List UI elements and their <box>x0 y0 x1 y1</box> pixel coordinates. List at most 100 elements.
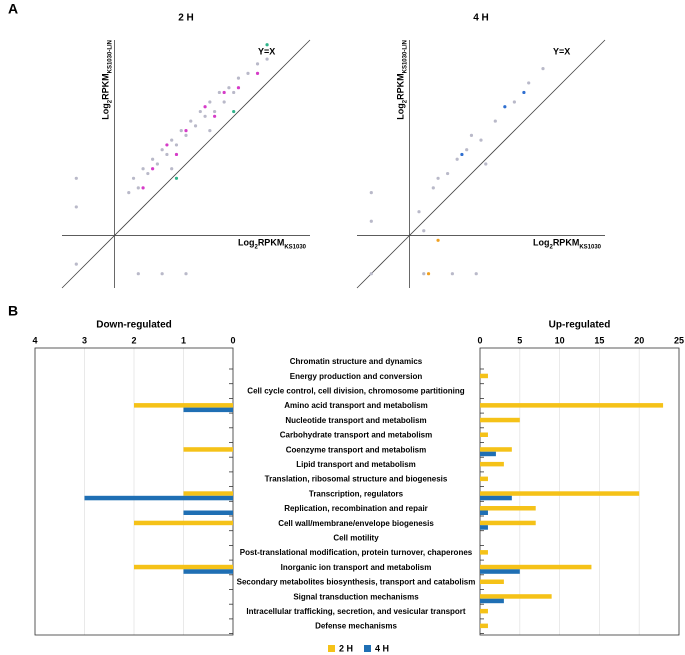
axis-label-part: Log <box>238 238 255 248</box>
point <box>174 152 179 157</box>
point <box>208 129 212 133</box>
category-label: Chromatin structure and dynamics <box>290 357 423 366</box>
x-tick-label: 0 <box>477 335 482 345</box>
bar <box>480 520 536 526</box>
point <box>222 100 226 104</box>
point <box>455 157 459 161</box>
bar <box>84 495 233 501</box>
point <box>213 109 217 114</box>
point <box>184 129 188 133</box>
bar <box>480 564 592 570</box>
category-label: Energy production and conversion <box>290 372 423 381</box>
point <box>426 272 431 276</box>
chart-title: 2 H <box>178 13 194 24</box>
category-label: Signal transduction mechanisms <box>293 592 419 601</box>
point <box>198 109 202 114</box>
axis-label-part: KS1030 <box>284 244 306 250</box>
bar <box>134 520 233 526</box>
bar <box>480 476 488 482</box>
category-label: Carbohydrate transport and metabolism <box>280 431 432 440</box>
category-label: Coenzyme transport and metabolism <box>286 445 426 454</box>
axis-label-part: Log <box>533 238 550 248</box>
point <box>265 57 269 61</box>
point <box>74 262 78 266</box>
bar <box>134 564 233 570</box>
category-label: Cell cycle control, cell division, chrom… <box>247 387 464 396</box>
point <box>469 133 474 137</box>
bar <box>480 447 512 452</box>
point <box>436 238 440 242</box>
point <box>74 205 78 209</box>
point <box>422 229 426 233</box>
legend-swatch <box>364 645 371 652</box>
point <box>189 119 193 123</box>
category-label: Post-translational modification, protein… <box>240 548 473 557</box>
point <box>151 167 155 171</box>
bar <box>480 598 504 604</box>
bar <box>480 569 520 574</box>
axis-label-part: RPKM <box>101 73 111 100</box>
point <box>151 157 155 161</box>
x-tick-label: 0 <box>230 335 235 345</box>
point <box>527 81 531 85</box>
legend-swatch <box>328 645 335 652</box>
category-label: Intracellular trafficking, secretion, an… <box>246 607 466 616</box>
point <box>479 138 483 142</box>
category-label: Cell wall/membrane/envelope biogenesis <box>278 519 434 528</box>
x-tick-label: 20 <box>634 335 644 345</box>
axis-label-part: Log <box>396 103 406 120</box>
point <box>146 171 150 176</box>
point <box>369 219 373 223</box>
axis-label-part: KS1030-LIN <box>107 40 113 73</box>
x-tick-label: 2 <box>131 335 136 345</box>
point <box>193 124 198 128</box>
point <box>436 176 440 180</box>
category-label: Translation, ribosomal structure and bio… <box>265 475 448 484</box>
axis-label-part: RPKM <box>396 73 406 100</box>
category-label: Amino acid transport and metabolism <box>284 401 428 410</box>
point <box>522 90 526 95</box>
panel-title: Up-regulated <box>549 320 611 331</box>
point <box>170 138 174 142</box>
x-tick-label: 5 <box>517 335 522 345</box>
point <box>255 71 260 75</box>
axis-label: Log2RPKMKS1030-LIN <box>396 40 408 120</box>
point <box>208 100 212 104</box>
point <box>431 186 435 190</box>
point <box>512 100 516 104</box>
axis-label-part: KS1030 <box>579 244 601 250</box>
point <box>417 210 421 214</box>
category-label: Defense mechanisms <box>315 622 397 631</box>
point <box>155 162 159 166</box>
point <box>369 191 373 195</box>
point <box>179 129 183 133</box>
point <box>236 76 241 80</box>
axis-label-part: KS1030-LIN <box>402 40 408 73</box>
category-label: Inorganic ion transport and metabolism <box>281 563 432 572</box>
chart-title: 4 H <box>473 13 489 24</box>
point <box>174 176 179 180</box>
axis-label-part: 2 <box>549 244 553 250</box>
point <box>465 148 469 152</box>
point <box>484 162 488 166</box>
x-tick-label: 15 <box>594 335 604 345</box>
legend-label: 2 H <box>339 643 353 653</box>
point <box>203 105 207 109</box>
x-tick-label: 10 <box>555 335 565 345</box>
point <box>236 86 241 90</box>
point <box>227 86 231 90</box>
bar <box>480 594 552 599</box>
point <box>170 167 174 171</box>
point <box>422 272 426 276</box>
point <box>136 272 140 276</box>
bar <box>480 432 488 437</box>
point <box>503 105 507 109</box>
bar <box>480 608 488 614</box>
point <box>141 186 145 190</box>
point <box>232 90 236 95</box>
point <box>255 62 260 66</box>
panel-label: A <box>8 1 18 17</box>
point <box>232 109 236 114</box>
point <box>213 114 217 118</box>
